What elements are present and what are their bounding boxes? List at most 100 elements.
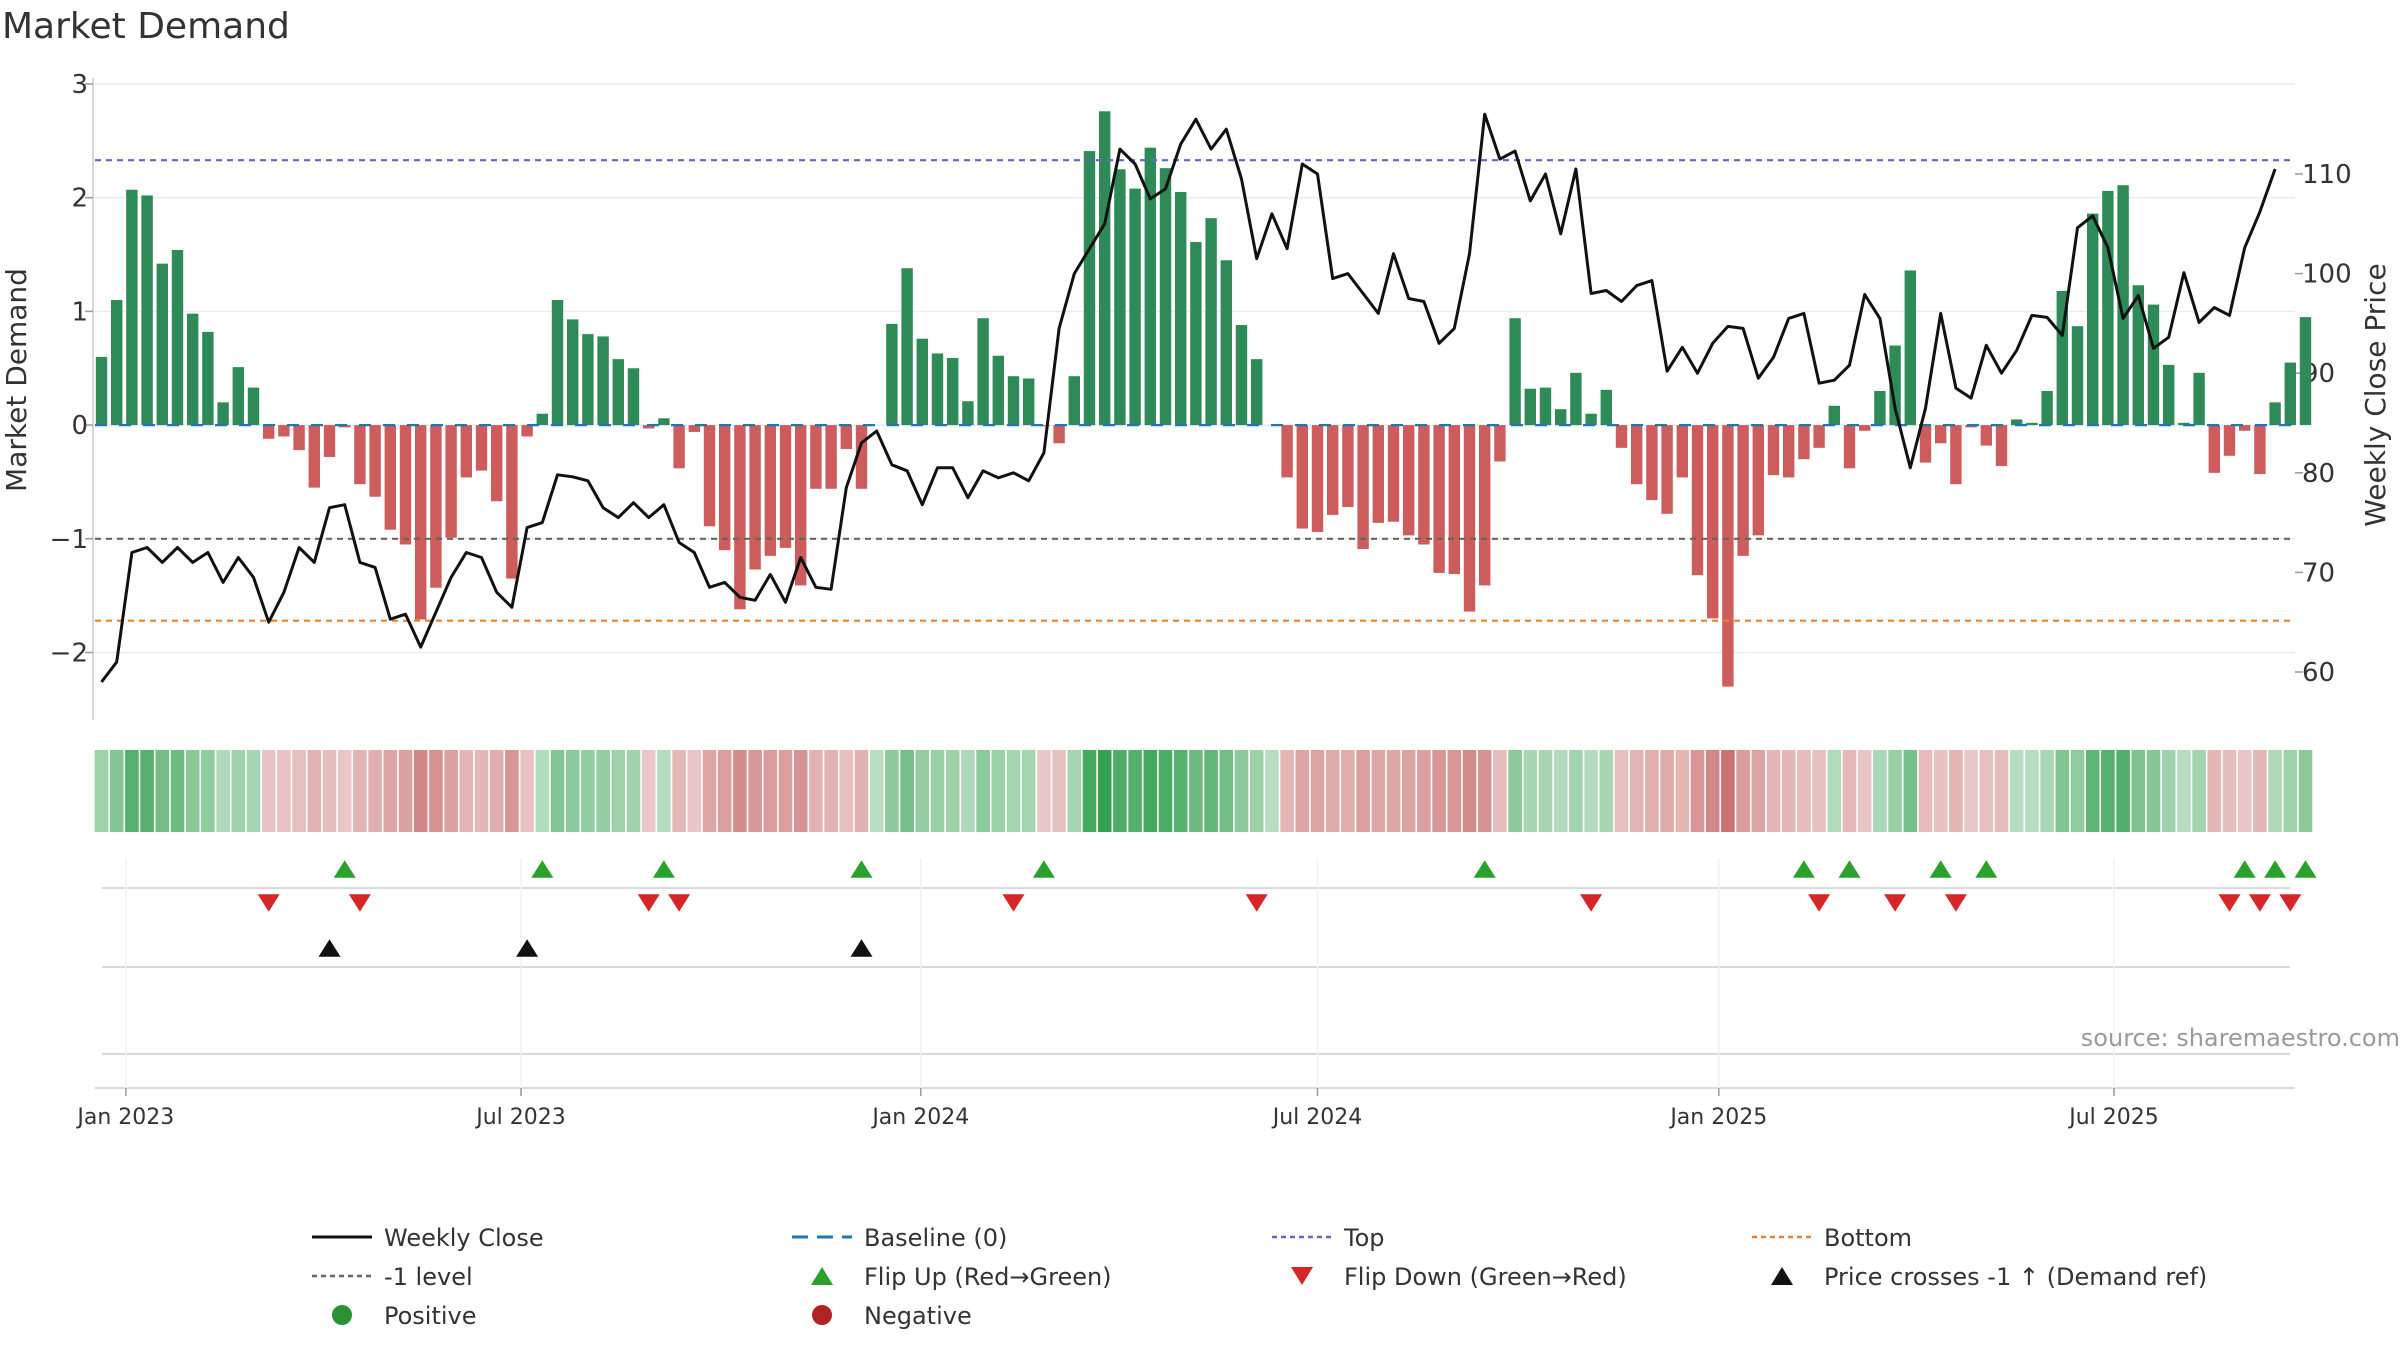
demand-bar (339, 425, 351, 428)
heat-cell (748, 750, 762, 832)
demand-bar (2071, 326, 2084, 426)
flip-up-marker (1975, 860, 1998, 878)
flip-up-marker (2294, 860, 2317, 878)
heat-cell (1979, 750, 1994, 832)
demand-bar (1403, 425, 1415, 536)
demand-bar (1631, 425, 1643, 485)
demand-bar (1311, 425, 1324, 532)
demand-bar (1190, 242, 1202, 426)
demand-bar (232, 367, 244, 426)
left-tick-label: −1 (50, 525, 88, 555)
heat-cell (596, 750, 610, 832)
demand-bar (597, 336, 609, 426)
demand-bar (1342, 425, 1354, 507)
heat-cell (413, 750, 428, 832)
demand-bar (977, 318, 989, 426)
flip-up-marker (333, 860, 356, 878)
flip-up-marker (1838, 860, 1861, 878)
demand-bar (1919, 425, 1932, 463)
right-tick-label: 110 (2302, 160, 2352, 190)
markers-panel (95, 858, 2317, 1089)
heat-cell (1097, 750, 1112, 832)
heat-cell (2009, 750, 2024, 832)
heat-cell (474, 750, 489, 832)
demand-bar (1083, 151, 1096, 426)
heat-cell (672, 750, 686, 832)
demand-bar (840, 425, 852, 449)
legend: Weekly Close Baseline (0) Top Bottom -1 leve… (312, 1224, 2207, 1330)
left-tick-label: 1 (71, 297, 88, 327)
heat-cell (885, 750, 899, 832)
demand-bar (1707, 425, 1719, 619)
flip-up-marker (1929, 860, 1952, 878)
heat-cell (2101, 750, 2115, 832)
heat-cell (1356, 750, 1370, 832)
heat-cell (1857, 750, 1872, 832)
date-tick-label: Jan 2025 (1668, 1105, 1767, 1130)
heat-cell (1113, 750, 1127, 832)
demand-bar (2178, 422, 2190, 426)
heat-cell (1903, 750, 1918, 832)
legend-swatch-positive (332, 1305, 352, 1325)
heat-cell (1265, 750, 1279, 832)
heat-cell (2116, 750, 2130, 832)
demand-bar (1767, 425, 1780, 476)
heat-cell (1523, 750, 1538, 832)
heat-cell (337, 750, 352, 832)
heat-cell (277, 750, 291, 832)
demand-bar (673, 425, 685, 469)
heat-cell (231, 750, 246, 832)
demand-bar (1798, 425, 1810, 460)
demand-bar (1494, 425, 1506, 462)
demand-bar (1418, 425, 1430, 545)
demand-bar (1661, 425, 1673, 514)
demand-bar (2239, 425, 2251, 431)
demand-bar (703, 425, 716, 527)
demand-bar (1615, 425, 1628, 448)
left-tick-label: −2 (50, 639, 88, 669)
heat-cell (1386, 750, 1401, 832)
demand-bar (1965, 425, 1977, 428)
demand-bar (1251, 359, 1263, 426)
flip-down-marker (1808, 894, 1831, 912)
demand-bar (901, 268, 913, 426)
flip-down-marker (2248, 894, 2271, 912)
demand-bar (293, 425, 305, 451)
demand-bar (2223, 425, 2236, 456)
demand-bar (1372, 425, 1384, 523)
demand-bar (1099, 111, 1111, 426)
heat-strip (94, 750, 2313, 832)
demand-bar (1175, 192, 1187, 426)
heat-cell (626, 750, 641, 832)
right-tick-label: 70 (2302, 558, 2335, 588)
demand-bar (810, 425, 822, 489)
demand-bar (2087, 213, 2099, 426)
heat-cell (185, 750, 200, 832)
chart-title: Market Demand (2, 6, 290, 47)
heat-cell (657, 750, 671, 832)
heat-cell (535, 750, 550, 832)
legend-label: Negative (864, 1302, 972, 1330)
heat-cell (2055, 750, 2070, 832)
demand-bar (1874, 390, 1886, 426)
heat-cell (717, 750, 732, 832)
right-tick-label: 60 (2302, 658, 2335, 688)
heat-cell (2146, 750, 2161, 832)
demand-bar (643, 425, 655, 429)
heat-cell (1994, 750, 2009, 832)
heat-cell (1766, 750, 1781, 832)
demand-bar (399, 425, 412, 545)
heat-cell (368, 750, 382, 832)
heat-cell (1873, 750, 1887, 832)
heat-cell (1371, 750, 1386, 832)
demand-bar (1007, 376, 1020, 426)
heat-cell (1341, 750, 1355, 832)
demand-bar (2163, 364, 2175, 426)
heat-cell (1614, 750, 1629, 832)
demand-bar (141, 195, 153, 426)
demand-bar (1387, 425, 1400, 522)
demand-bar (1220, 260, 1232, 426)
demand-bar (1068, 376, 1080, 426)
date-tick-label: Jul 2025 (2067, 1105, 2159, 1130)
legend-swatch-flip-up (811, 1267, 833, 1285)
